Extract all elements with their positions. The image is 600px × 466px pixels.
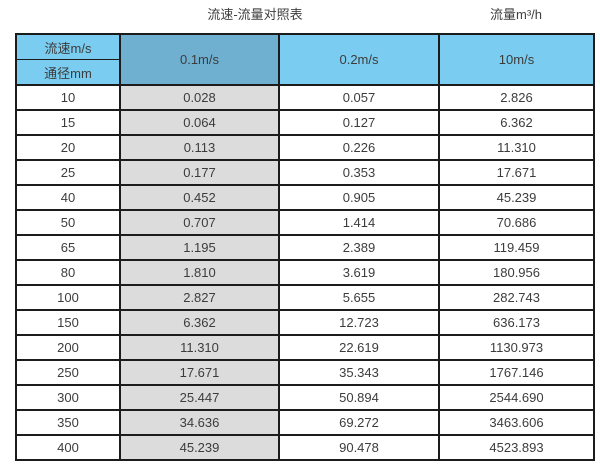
table-row: 25 0.177 0.353 17.671 bbox=[15, 159, 595, 186]
value-cell-10ms: 1767.146 bbox=[438, 359, 595, 386]
diameter-cell: 80 bbox=[15, 259, 121, 286]
diameter-cell: 300 bbox=[15, 384, 121, 411]
diameter-cell: 10 bbox=[15, 84, 121, 111]
flow-conversion-table: 流速m/s 0.1m/s 0.2m/s 10m/s 通径mm 10 0.028 … bbox=[15, 33, 595, 461]
table-row: 300 25.447 50.894 2544.690 bbox=[15, 384, 595, 411]
table-header: 流速m/s 0.1m/s 0.2m/s 10m/s 通径mm bbox=[15, 33, 595, 86]
table-row: 10 0.028 0.057 2.826 bbox=[15, 84, 595, 111]
value-cell-0-1ms: 1.195 bbox=[119, 234, 280, 261]
diameter-cell: 250 bbox=[15, 359, 121, 386]
diameter-cell: 20 bbox=[15, 134, 121, 161]
diameter-cell: 65 bbox=[15, 234, 121, 261]
table-row: 350 34.636 69.272 3463.606 bbox=[15, 409, 595, 436]
table-row: 20 0.113 0.226 11.310 bbox=[15, 134, 595, 161]
diameter-cell: 40 bbox=[15, 184, 121, 211]
value-cell-10ms: 1130.973 bbox=[438, 334, 595, 361]
col-header-10ms: 10m/s bbox=[438, 33, 595, 86]
value-cell-10ms: 45.239 bbox=[438, 184, 595, 211]
value-cell-0-1ms: 0.452 bbox=[119, 184, 280, 211]
value-cell-0-2ms: 0.226 bbox=[278, 134, 440, 161]
diameter-cell: 150 bbox=[15, 309, 121, 336]
table-row: 80 1.810 3.619 180.956 bbox=[15, 259, 595, 286]
diameter-cell: 50 bbox=[15, 209, 121, 236]
value-cell-0-2ms: 35.343 bbox=[278, 359, 440, 386]
value-cell-10ms: 6.362 bbox=[438, 109, 595, 136]
diameter-cell: 100 bbox=[15, 284, 121, 311]
value-cell-10ms: 119.459 bbox=[438, 234, 595, 261]
table-row: 250 17.671 35.343 1767.146 bbox=[15, 359, 595, 386]
value-cell-0-1ms: 0.028 bbox=[119, 84, 280, 111]
value-cell-10ms: 11.310 bbox=[438, 134, 595, 161]
value-cell-0-1ms: 0.177 bbox=[119, 159, 280, 186]
value-cell-0-2ms: 0.057 bbox=[278, 84, 440, 111]
table-row: 50 0.707 1.414 70.686 bbox=[15, 209, 595, 236]
value-cell-10ms: 3463.606 bbox=[438, 409, 595, 436]
table-row: 15 0.064 0.127 6.362 bbox=[15, 109, 595, 136]
table-row: 40 0.452 0.905 45.239 bbox=[15, 184, 595, 211]
value-cell-0-2ms: 1.414 bbox=[278, 209, 440, 236]
value-cell-0-2ms: 0.353 bbox=[278, 159, 440, 186]
value-cell-10ms: 2.826 bbox=[438, 84, 595, 111]
col-header-0-2ms: 0.2m/s bbox=[278, 33, 440, 86]
corner-flow-velocity-label: 流速m/s bbox=[15, 33, 121, 60]
value-cell-0-1ms: 17.671 bbox=[119, 359, 280, 386]
diameter-cell: 350 bbox=[15, 409, 121, 436]
value-cell-0-1ms: 6.362 bbox=[119, 309, 280, 336]
diameter-cell: 25 bbox=[15, 159, 121, 186]
value-cell-0-1ms: 11.310 bbox=[119, 334, 280, 361]
value-cell-10ms: 4523.893 bbox=[438, 434, 595, 461]
value-cell-0-2ms: 90.478 bbox=[278, 434, 440, 461]
table-body: 10 0.028 0.057 2.826 15 0.064 0.127 6.36… bbox=[15, 84, 595, 461]
value-cell-0-2ms: 12.723 bbox=[278, 309, 440, 336]
flow-unit-label: 流量m³/h bbox=[489, 7, 543, 22]
value-cell-0-1ms: 0.064 bbox=[119, 109, 280, 136]
table-row: 100 2.827 5.655 282.743 bbox=[15, 284, 595, 311]
value-cell-0-2ms: 69.272 bbox=[278, 409, 440, 436]
header-row-top: 流速m/s 0.1m/s 0.2m/s 10m/s bbox=[15, 33, 595, 86]
value-cell-10ms: 17.671 bbox=[438, 159, 595, 186]
value-cell-0-1ms: 1.810 bbox=[119, 259, 280, 286]
value-cell-0-1ms: 2.827 bbox=[119, 284, 280, 311]
header-row-bottom: 通径mm bbox=[15, 59, 594, 86]
value-cell-0-2ms: 22.619 bbox=[278, 334, 440, 361]
value-cell-0-2ms: 2.389 bbox=[278, 234, 440, 261]
table-title: 流速-流量对照表 bbox=[207, 7, 303, 22]
value-cell-10ms: 180.956 bbox=[438, 259, 595, 286]
diameter-cell: 400 bbox=[15, 434, 121, 461]
table-row: 400 45.239 90.478 4523.893 bbox=[15, 434, 595, 461]
diameter-cell: 200 bbox=[15, 334, 121, 361]
value-cell-0-1ms: 34.636 bbox=[119, 409, 280, 436]
value-cell-0-1ms: 0.113 bbox=[119, 134, 280, 161]
value-cell-0-1ms: 25.447 bbox=[119, 384, 280, 411]
value-cell-0-2ms: 3.619 bbox=[278, 259, 440, 286]
value-cell-10ms: 2544.690 bbox=[438, 384, 595, 411]
value-cell-10ms: 70.686 bbox=[438, 209, 595, 236]
table-row: 65 1.195 2.389 119.459 bbox=[15, 234, 595, 261]
value-cell-0-1ms: 45.239 bbox=[119, 434, 280, 461]
value-cell-0-2ms: 50.894 bbox=[278, 384, 440, 411]
table-row: 200 11.310 22.619 1130.973 bbox=[15, 334, 595, 361]
value-cell-0-1ms: 0.707 bbox=[119, 209, 280, 236]
value-cell-0-2ms: 5.655 bbox=[278, 284, 440, 311]
value-cell-0-2ms: 0.905 bbox=[278, 184, 440, 211]
value-cell-10ms: 282.743 bbox=[438, 284, 595, 311]
table-row: 150 6.362 12.723 636.173 bbox=[15, 309, 595, 336]
value-cell-0-2ms: 0.127 bbox=[278, 109, 440, 136]
corner-diameter-label: 通径mm bbox=[15, 59, 121, 86]
value-cell-10ms: 636.173 bbox=[438, 309, 595, 336]
col-header-0-1ms: 0.1m/s bbox=[119, 33, 280, 86]
diameter-cell: 15 bbox=[15, 109, 121, 136]
